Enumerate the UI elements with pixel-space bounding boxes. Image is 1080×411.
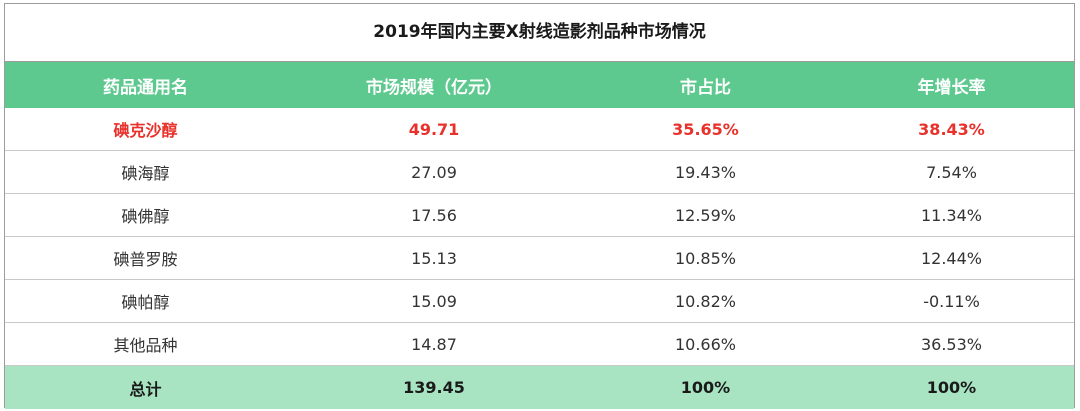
cell-market-share: 35.65% (582, 108, 829, 151)
total-annual-growth: 100% (829, 365, 1074, 409)
cell-drug-name: 碘佛醇 (5, 193, 286, 237)
cell-market-share: 12.59% (582, 193, 829, 237)
cell-drug-name: 碘帕醇 (5, 279, 286, 323)
total-market-share: 100% (582, 365, 829, 409)
cell-drug-name: 碘克沙醇 (5, 108, 286, 151)
cell-market-size: 15.13 (286, 236, 582, 280)
cell-annual-growth: 12.44% (829, 236, 1074, 280)
header-row: 药品通用名 市场规模（亿元） 市占比 年增长率 (5, 62, 1074, 108)
cell-market-size: 27.09 (286, 150, 582, 194)
cell-drug-name: 其他品种 (5, 322, 286, 366)
cell-market-size: 15.09 (286, 279, 582, 323)
total-market-size: 139.45 (286, 365, 582, 409)
cell-drug-name: 碘普罗胺 (5, 236, 286, 280)
cell-drug-name: 碘海醇 (5, 150, 286, 194)
table-row: 其他品种 14.87 10.66% 36.53% (5, 322, 1074, 366)
table-row: 碘佛醇 17.56 12.59% 11.34% (5, 193, 1074, 237)
cell-market-size: 14.87 (286, 322, 582, 366)
header-annual-growth: 年增长率 (829, 62, 1074, 108)
cell-annual-growth: 7.54% (829, 150, 1074, 194)
total-label: 总计 (5, 365, 286, 409)
cell-market-size: 49.71 (286, 108, 582, 151)
cell-annual-growth: 38.43% (829, 108, 1074, 151)
header-market-share: 市占比 (582, 62, 829, 108)
total-row: 总计 139.45 100% 100% (5, 365, 1074, 409)
table-row: 碘帕醇 15.09 10.82% -0.11% (5, 279, 1074, 323)
cell-market-share: 19.43% (582, 150, 829, 194)
table-row: 碘海醇 27.09 19.43% 7.54% (5, 150, 1074, 194)
cell-annual-growth: 11.34% (829, 193, 1074, 237)
cell-annual-growth: 36.53% (829, 322, 1074, 366)
market-table-container: 2019年国内主要X射线造影剂品种市场情况 药品通用名 市场规模（亿元） 市占比… (4, 3, 1075, 409)
cell-market-share: 10.82% (582, 279, 829, 323)
cell-market-share: 10.85% (582, 236, 829, 280)
table-row: 碘克沙醇 49.71 35.65% 38.43% (5, 108, 1074, 151)
header-drug-name: 药品通用名 (5, 62, 286, 108)
market-table: 药品通用名 市场规模（亿元） 市占比 年增长率 碘克沙醇 49.71 35.65… (5, 62, 1074, 409)
cell-annual-growth: -0.11% (829, 279, 1074, 323)
cell-market-size: 17.56 (286, 193, 582, 237)
header-market-size: 市场规模（亿元） (286, 62, 582, 108)
table-row: 碘普罗胺 15.13 10.85% 12.44% (5, 236, 1074, 280)
table-title: 2019年国内主要X射线造影剂品种市场情况 (5, 4, 1074, 62)
cell-market-share: 10.66% (582, 322, 829, 366)
